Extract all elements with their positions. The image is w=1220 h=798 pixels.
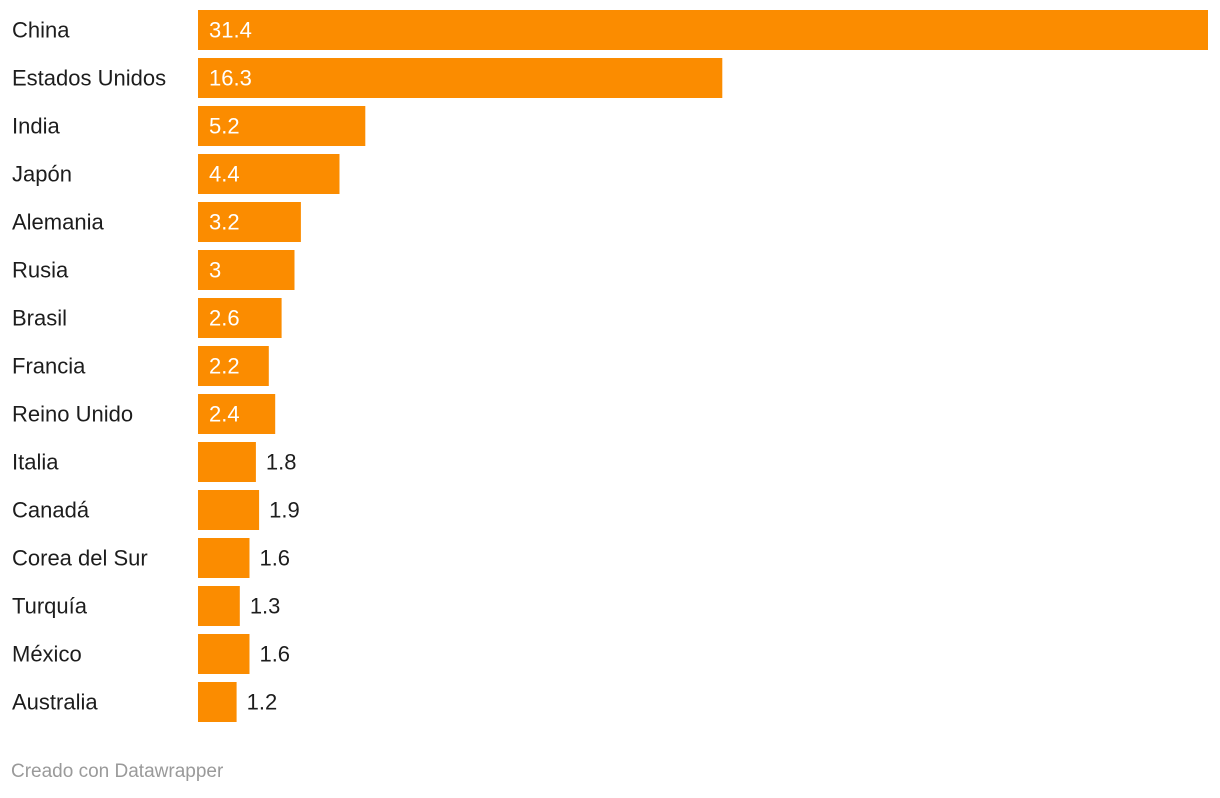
bar-row: Estados Unidos 16.3 <box>12 58 723 98</box>
category-label: Canadá <box>12 498 90 523</box>
bar-row: Alemania 3.2 <box>12 202 301 242</box>
bar-row: India 5.2 <box>12 106 366 146</box>
bar <box>198 394 276 434</box>
bar-chart: China 31.4 Estados Unidos 16.3 India 5.2 Japón… <box>12 10 1208 722</box>
bar <box>198 442 256 482</box>
value-label: 1.3 <box>250 594 281 619</box>
bar <box>198 586 240 626</box>
category-label: India <box>12 114 60 139</box>
bar <box>198 490 260 530</box>
value-label: 31.4 <box>209 18 252 43</box>
value-label: 5.2 <box>209 114 240 139</box>
bar-row: Francia 2.2 <box>12 346 269 386</box>
bar <box>198 154 340 194</box>
value-label: 1.8 <box>266 450 297 475</box>
bar <box>198 346 269 386</box>
bar-row: Brasil 2.6 <box>12 298 282 338</box>
category-label: Corea del Sur <box>12 546 148 571</box>
bar-row: Turquía 1.3 <box>12 586 280 626</box>
bar <box>198 202 301 242</box>
category-label: México <box>12 642 82 667</box>
bar <box>198 298 282 338</box>
category-label: Rusia <box>12 258 69 283</box>
value-label: 2.2 <box>209 354 240 379</box>
value-label: 1.9 <box>269 498 300 523</box>
value-label: 1.6 <box>259 546 290 571</box>
bar <box>198 10 1208 50</box>
category-label: Japón <box>12 162 72 187</box>
value-label: 1.6 <box>259 642 290 667</box>
category-label: Estados Unidos <box>12 66 166 91</box>
value-label: 4.4 <box>209 162 240 187</box>
bar-row: Canadá 1.9 <box>12 490 300 530</box>
bar <box>198 58 723 98</box>
bar-row: Rusia 3 <box>12 250 295 290</box>
value-label: 3.2 <box>209 210 240 235</box>
bar-row: Italia 1.8 <box>12 442 296 482</box>
category-label: Alemania <box>12 210 104 235</box>
bar <box>198 106 366 146</box>
bar <box>198 250 295 290</box>
bar <box>198 538 250 578</box>
bar-row: México 1.6 <box>12 634 290 674</box>
category-label: Brasil <box>12 306 67 331</box>
value-label: 16.3 <box>209 66 252 91</box>
value-label: 1.2 <box>247 690 278 715</box>
category-label: Australia <box>12 690 98 715</box>
value-label: 3 <box>209 258 221 283</box>
category-label: Reino Unido <box>12 402 133 427</box>
value-label: 2.6 <box>209 306 240 331</box>
category-label: Italia <box>12 450 59 475</box>
category-label: Turquía <box>12 594 88 619</box>
category-label: Francia <box>12 354 86 379</box>
datawrapper-credit: Creado con Datawrapper <box>11 761 224 782</box>
value-label: 2.4 <box>209 402 240 427</box>
bar-row: Australia 1.2 <box>12 682 277 722</box>
category-label: China <box>12 18 70 43</box>
bar-row: Corea del Sur 1.6 <box>12 538 290 578</box>
bar <box>198 682 237 722</box>
bar-row: China 31.4 <box>12 10 1208 50</box>
bar-row: Japón 4.4 <box>12 154 340 194</box>
bar <box>198 634 250 674</box>
bar-row: Reino Unido 2.4 <box>12 394 276 434</box>
